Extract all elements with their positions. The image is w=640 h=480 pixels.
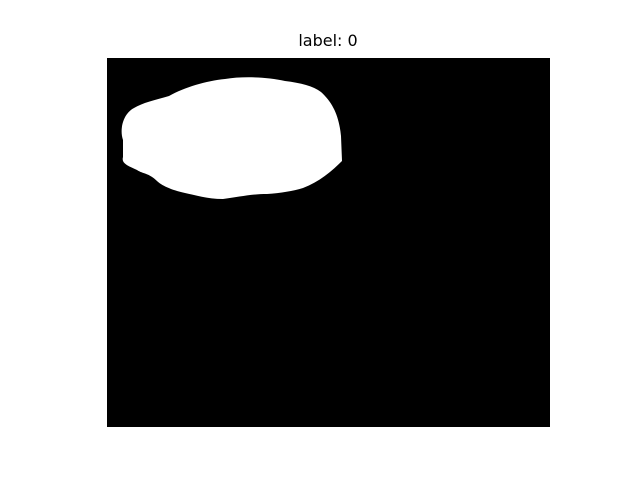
mask-image bbox=[107, 58, 550, 427]
mask-svg bbox=[107, 58, 550, 427]
figure-title: label: 0 bbox=[298, 31, 358, 50]
mask-blob bbox=[121, 77, 342, 199]
